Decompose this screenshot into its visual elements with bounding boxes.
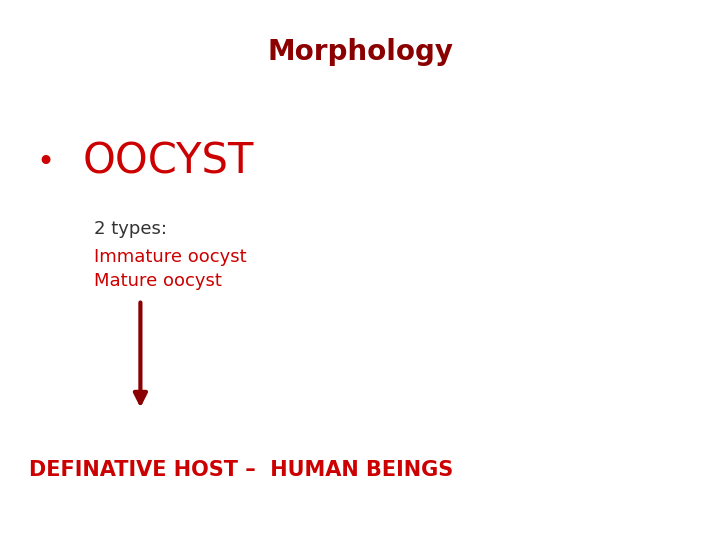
Text: Immature oocyst: Immature oocyst bbox=[94, 247, 246, 266]
Text: OOCYST: OOCYST bbox=[83, 141, 254, 183]
Text: Morphology: Morphology bbox=[267, 38, 453, 66]
Text: DEFINATIVE HOST –  HUMAN BEINGS: DEFINATIVE HOST – HUMAN BEINGS bbox=[29, 460, 453, 480]
Text: Mature oocyst: Mature oocyst bbox=[94, 272, 222, 290]
Text: •: • bbox=[36, 147, 54, 177]
Text: 2 types:: 2 types: bbox=[94, 220, 166, 239]
